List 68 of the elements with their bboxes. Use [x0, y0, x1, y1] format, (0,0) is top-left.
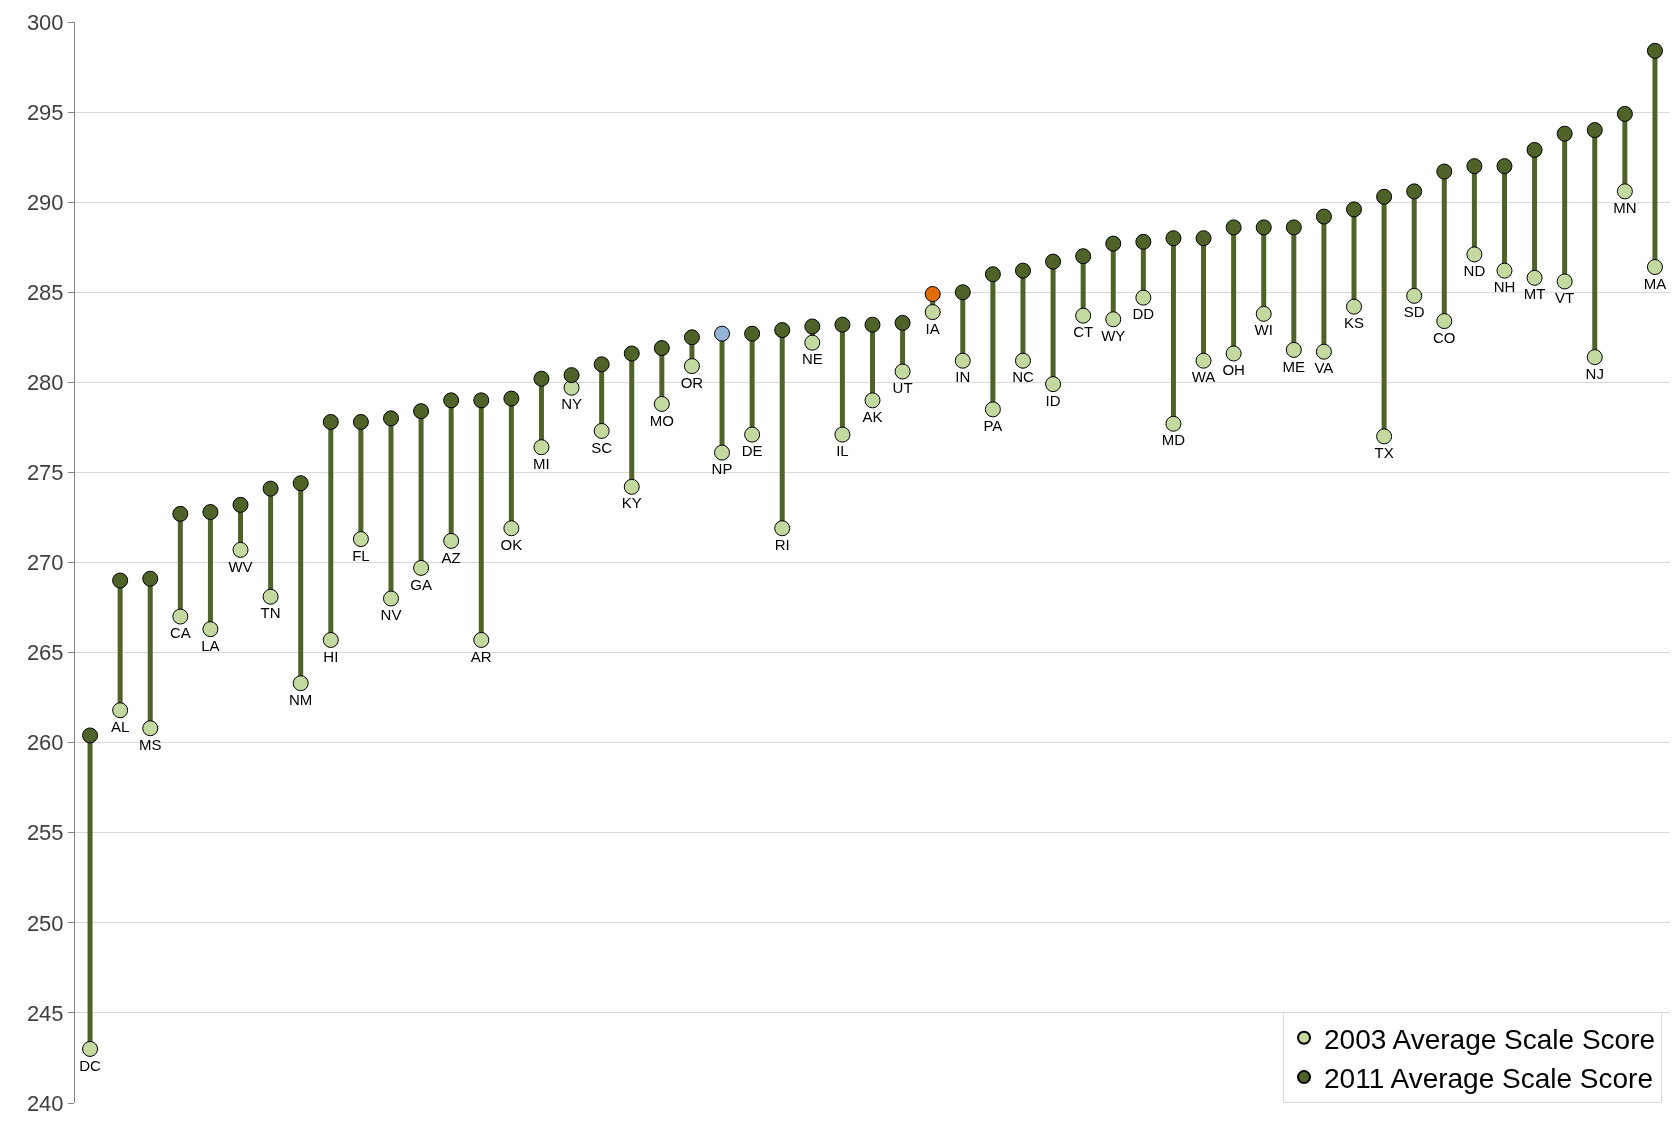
x-tick-label: CO: [1433, 328, 1456, 346]
y-tick-label: 240: [26, 1090, 64, 1116]
x-tick-label: IA: [925, 319, 940, 337]
x-tick-label: CA: [169, 624, 191, 642]
x-tick-label: NE: [801, 350, 823, 368]
x-tick-label: AR: [470, 647, 492, 665]
x-tick-label: ID: [1045, 391, 1061, 409]
x-tick-label: VT: [1555, 289, 1575, 307]
x-tick-label: SD: [1403, 303, 1425, 321]
y-tick-label: 275: [26, 460, 64, 486]
x-tick-label: PA: [983, 416, 1003, 434]
x-tick-label: NP: [711, 460, 733, 478]
x-tick-label: TN: [260, 604, 281, 622]
x-tick-label: MA: [1643, 274, 1667, 292]
x-tick-label: WI: [1254, 321, 1273, 339]
x-tick-label: NC: [1012, 368, 1034, 386]
y-tick-label: 295: [26, 99, 64, 125]
x-tick-label: MD: [1161, 431, 1186, 449]
x-tick-label: FL: [352, 546, 370, 564]
x-tick-label: MN: [1613, 198, 1637, 216]
y-tick-label: 245: [26, 1000, 64, 1026]
x-tick-label: NY: [561, 395, 582, 413]
legend-label: 2003 Average Scale Score: [1324, 1023, 1656, 1055]
x-tick-label: DE: [741, 442, 763, 460]
x-tick-label: AZ: [441, 548, 461, 566]
x-tick-label: WV: [228, 557, 253, 575]
x-tick-label: WY: [1101, 326, 1126, 344]
x-tick-label: TX: [1374, 444, 1394, 462]
y-tick-label: 250: [26, 910, 64, 936]
x-tick-label: MS: [138, 735, 162, 753]
y-tick-label: 265: [26, 640, 64, 666]
x-tick-label: AK: [862, 407, 883, 425]
x-tick-label: CT: [1073, 323, 1094, 341]
x-tick-label: WA: [1191, 368, 1216, 386]
x-tick-label: UT: [892, 379, 913, 397]
x-tick-label: HI: [323, 647, 339, 665]
y-tick-label: 290: [26, 189, 64, 215]
x-tick-label: ME: [1282, 357, 1306, 375]
x-tick-label: MO: [649, 411, 674, 429]
x-tick-label: NV: [380, 606, 402, 624]
x-tick-label: NJ: [1585, 364, 1604, 382]
x-tick-label: KS: [1344, 314, 1365, 332]
x-tick-label: DC: [79, 1056, 102, 1074]
x-tick-label: GA: [410, 575, 432, 593]
x-tick-label: LA: [201, 636, 220, 654]
x-tick-label: OH: [1222, 361, 1245, 379]
x-tick-label: SC: [591, 438, 613, 456]
x-tick-label: ND: [1463, 262, 1486, 280]
x-tick-label: DD: [1132, 305, 1155, 323]
x-tick-label: NH: [1493, 278, 1516, 296]
x-tick-label: OK: [500, 535, 523, 553]
y-tick-label: 255: [26, 820, 64, 846]
x-tick-label: IL: [836, 442, 849, 460]
x-tick-label: OR: [680, 373, 704, 391]
x-tick-label: RI: [774, 535, 790, 553]
x-tick-label: KY: [621, 494, 642, 512]
x-tick-label: NM: [289, 690, 313, 708]
x-tick-label: IN: [955, 368, 971, 386]
y-tick-label: 300: [26, 9, 64, 35]
y-tick-label: 270: [26, 550, 64, 576]
x-tick-label: AL: [110, 717, 130, 735]
x-tick-label: MI: [533, 454, 550, 472]
x-tick-label: MT: [1523, 285, 1546, 303]
y-tick-label: 285: [26, 279, 64, 305]
legend-label: 2011 Average Scale Score: [1324, 1063, 1654, 1095]
x-tick-label: VA: [1314, 359, 1334, 377]
y-tick-label: 280: [26, 370, 64, 396]
y-tick-label: 260: [26, 730, 64, 756]
